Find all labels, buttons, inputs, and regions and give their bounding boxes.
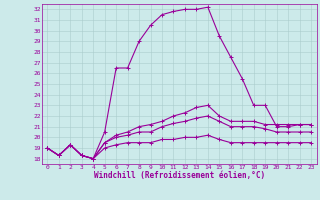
X-axis label: Windchill (Refroidissement éolien,°C): Windchill (Refroidissement éolien,°C) bbox=[94, 171, 265, 180]
